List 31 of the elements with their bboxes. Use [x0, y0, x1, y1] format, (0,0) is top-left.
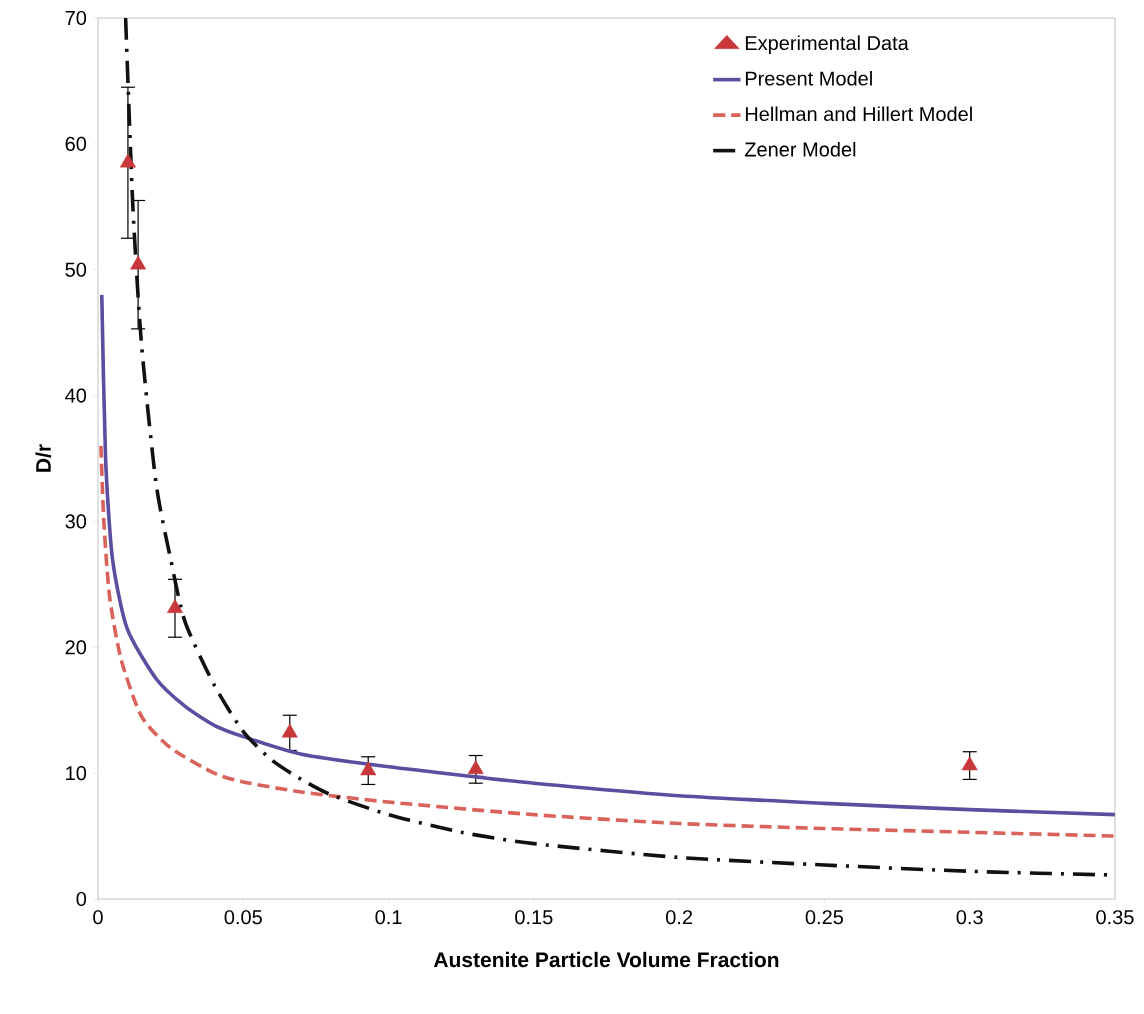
point [130, 255, 147, 270]
y-tick-label: 10 [66, 766, 87, 781]
y-tick-label: 30 [65, 514, 87, 529]
line-series [99, 293, 1115, 817]
x-tick-label: 0.05 [224, 910, 262, 925]
x-tick-label: 0.3 [956, 910, 983, 925]
y-tick-label: 50 [65, 262, 87, 277]
y-tick-label: 60 [65, 136, 87, 151]
x-tick-label: 0.35 [1096, 910, 1134, 925]
legend-label: Experimental Data [745, 35, 909, 55]
x-tick-label: 0.1 [375, 910, 402, 925]
y-axis-title: D/r [35, 444, 52, 472]
x-axis-title: Austenite Particle Volume Fraction [433, 951, 779, 968]
x-tick-label: 0.15 [515, 910, 553, 925]
y-tick-label: 70 [65, 10, 87, 26]
legend-label: Zener Model [744, 141, 856, 157]
point [467, 760, 484, 775]
y-tick-label: 20 [65, 640, 87, 655]
y-tick-label: 40 [65, 388, 87, 403]
x-tick-label: 0 [93, 910, 103, 925]
point [961, 756, 978, 771]
x-tick-label: 0.25 [805, 910, 844, 925]
line-series [99, 444, 1115, 838]
legend-label: Present Model [745, 70, 872, 86]
point [167, 599, 183, 613]
legend-label: Hellman and Hillert Model [745, 106, 972, 122]
point [119, 153, 136, 168]
point [360, 761, 377, 776]
point [281, 723, 298, 738]
x-tick-label: 0.2 [666, 910, 693, 925]
y-tick-label: 0 [76, 891, 87, 907]
